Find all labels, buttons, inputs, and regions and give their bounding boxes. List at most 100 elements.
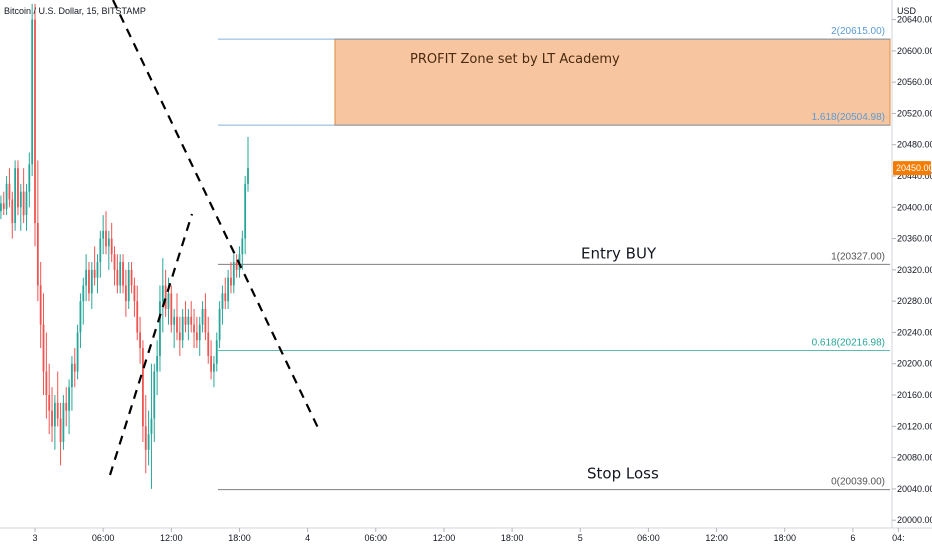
profit-zone-label: PROFIT Zone set by LT Academy [410,52,620,67]
price-tick-label: 20080.00 [897,453,932,463]
candle-body [116,269,119,286]
candle-body [184,316,187,325]
time-tick-label: 6 [850,533,855,543]
time-tick-label: 04: [892,533,905,543]
candle-body [79,301,82,333]
candle-body [190,316,193,325]
candle-body [73,363,76,372]
candle-body [241,238,244,255]
price-tick-label: 20480.00 [897,140,932,150]
candle-body [11,199,14,223]
candle-body [56,402,59,419]
candle-body [153,371,156,419]
price-tick-label: 20200.00 [897,359,932,369]
candle-body [36,222,39,286]
candle-body [142,348,144,427]
candle-body [159,301,161,356]
candle-body [45,371,48,396]
candle-body [14,168,17,223]
candle-body [22,191,25,216]
candle-body [99,238,102,263]
candle-body [170,293,173,325]
candle-body [178,332,181,341]
candle-body [204,308,207,333]
candle-body [28,164,31,192]
candle-body [2,203,5,209]
candle-body [193,324,195,333]
candle-body [19,191,22,208]
price-tick-label: 20120.00 [897,421,932,431]
candle-body [65,402,68,411]
stop-loss-label: Stop Loss [587,465,659,483]
time-tick-label: 06:00 [637,533,660,543]
candle-body [39,285,42,325]
price-tick-label: 20000.00 [897,515,932,525]
candle-body [51,410,53,427]
candle-body [0,203,2,212]
time-tick-label: 12:00 [160,533,183,543]
candle-body [227,277,230,302]
candle-body [127,269,130,302]
price-tick-label: 20240.00 [897,327,932,337]
last-price-label: 20450.00 [896,163,932,173]
candle-body [167,293,170,309]
candle-body [147,434,150,450]
last-price-badge [893,161,931,176]
price-tick-label: 20280.00 [897,296,932,306]
candle-body [244,183,247,239]
candle-body [230,277,232,286]
fib-level-label: 0.618(20216.98) [812,337,885,348]
symbol-title: Bitcoin / U.S. Dollar, 15, BITSTAMP [4,6,146,16]
candle-body [25,191,28,216]
candle-body [173,316,176,325]
time-tick-label: 18:00 [773,533,796,543]
price-tick-label: 20040.00 [897,484,932,494]
time-tick-label: 12:00 [433,533,456,543]
time-tick-label: 5 [578,533,583,543]
fib-level-label: 0(20039.00) [831,477,885,488]
candle-body [8,183,11,200]
price-tick-label: 20400.00 [897,202,932,212]
candle-body [34,19,36,223]
candle-body [88,269,90,294]
ascending-trendline[interactable] [108,213,194,476]
candle-body [161,285,164,302]
fib-level-label: 1.618(20504.98) [812,112,885,123]
candle-body [164,285,167,309]
time-tick-label: 12:00 [705,533,728,543]
candle-body [85,269,88,286]
candle-body [130,269,133,286]
candle-body [102,230,105,239]
candle-body [107,238,110,247]
candle-body [218,308,221,341]
candle-body [71,363,73,388]
last-price-marker: 20450.00 [893,161,932,176]
candle-body [201,308,204,325]
candle-body [119,262,122,286]
candle-body [144,426,147,450]
candle-body [176,316,178,333]
time-axis[interactable]: 3 06:00 12:00 18:00 4 06:00 12:00 18:00 5 06:00 12… [32,528,905,543]
candle-body [59,418,62,442]
time-tick-label: 18:00 [501,533,524,543]
time-tick-label: 06:00 [92,533,115,543]
price-tick-label: 20640.00 [897,15,932,25]
candle-body [105,230,107,247]
candle-body [124,285,127,302]
price-axis[interactable]: 20000.00 20040.00 20080.00 20120.00 20160.00… [892,15,932,526]
time-tick-label: 3 [32,533,37,543]
candle-body [82,285,85,302]
currency-label: USD [897,6,917,16]
candle-body [110,238,113,255]
profit-zone-box[interactable] [334,38,891,126]
candle-body [96,262,99,278]
candle-body [93,269,96,278]
candle-body [5,183,8,209]
candle-body [139,332,141,349]
candle-body [122,262,124,286]
candle-body [113,254,116,270]
fibonacci-levels[interactable]: 2(20615.00) 1.618(20504.98) 1(20327.00) 0.6… [218,26,890,491]
candlestick-series [0,3,249,489]
